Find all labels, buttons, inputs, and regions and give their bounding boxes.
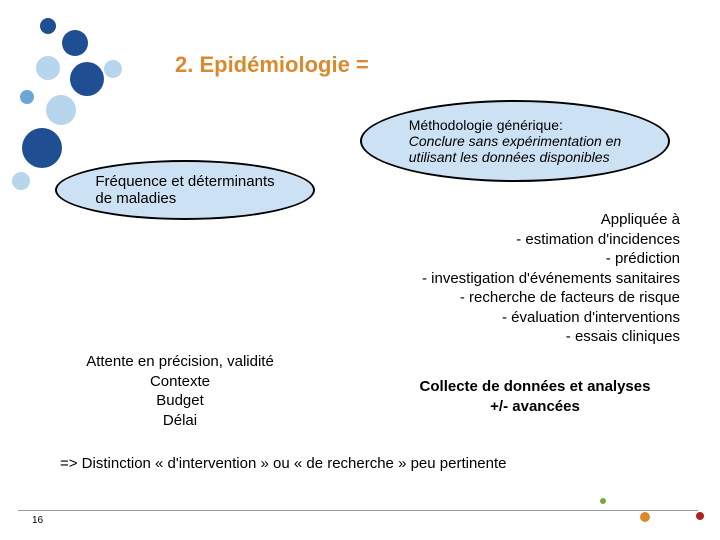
footer-dot	[696, 512, 704, 520]
slide-number: 16	[32, 515, 43, 526]
bubble-line: Fréquence et déterminants	[95, 173, 274, 190]
footer-dot	[600, 498, 606, 504]
bubble-methodology: Méthodologie générique:Conclure sans exp…	[360, 100, 670, 182]
attente-block: Attente en précision, validitéContexteBu…	[40, 352, 320, 430]
applied-list: Appliquée à- estimation d'incidences- pr…	[340, 210, 680, 347]
bubble-line: de maladies	[95, 190, 274, 207]
applied-item: - estimation d'incidences	[340, 230, 680, 250]
applied-item: - essais cliniques	[340, 327, 680, 347]
applied-item: - investigation d'événements sanitaires	[340, 269, 680, 289]
applied-item: - évaluation d'interventions	[340, 308, 680, 328]
footer-dot	[640, 512, 650, 522]
deco-circle	[36, 56, 60, 80]
page-title: 2. Epidémiologie =	[175, 52, 369, 78]
deco-circle	[104, 60, 122, 78]
bubble-line: Méthodologie générique:	[409, 117, 621, 133]
deco-circle	[62, 30, 88, 56]
attente-line: Budget	[40, 391, 320, 411]
attente-line: Délai	[40, 411, 320, 431]
attente-line: Attente en précision, validité	[40, 352, 320, 372]
deco-circle	[12, 172, 30, 190]
collecte-line: +/- avancées	[370, 397, 700, 417]
deco-circle	[40, 18, 56, 34]
bubble-line: utilisant les données disponibles	[409, 149, 621, 165]
deco-circle	[22, 128, 62, 168]
collecte-block: Collecte de données et analyses+/- avanc…	[370, 377, 700, 416]
deco-circle	[20, 90, 34, 104]
applied-heading: Appliquée à	[340, 210, 680, 230]
applied-item: - recherche de facteurs de risque	[340, 288, 680, 308]
deco-circle	[46, 95, 76, 125]
attente-line: Contexte	[40, 372, 320, 392]
bubble-line: Conclure sans expérimentation en	[409, 133, 621, 149]
slide: 2. Epidémiologie = Méthodologie génériqu…	[0, 0, 720, 540]
conclusion-text: => Distinction « d'intervention » ou « d…	[60, 455, 507, 472]
footer-rule	[18, 510, 698, 511]
applied-item: - prédiction	[340, 249, 680, 269]
bubble-frequency: Fréquence et déterminantsde maladies	[55, 160, 315, 220]
deco-circle	[70, 62, 104, 96]
collecte-line: Collecte de données et analyses	[370, 377, 700, 397]
